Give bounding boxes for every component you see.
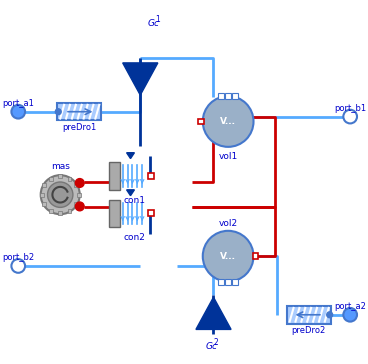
Polygon shape xyxy=(127,190,134,196)
Bar xyxy=(109,199,120,227)
Bar xyxy=(225,93,231,99)
Text: port_b2: port_b2 xyxy=(2,253,34,262)
Bar xyxy=(68,177,71,181)
Circle shape xyxy=(203,231,254,282)
Bar xyxy=(49,177,53,181)
Bar xyxy=(198,119,204,124)
Circle shape xyxy=(11,259,25,273)
Bar xyxy=(287,306,331,324)
Circle shape xyxy=(75,202,84,211)
Bar xyxy=(148,210,154,216)
Text: mas: mas xyxy=(51,162,70,171)
Circle shape xyxy=(343,308,357,322)
Text: port_a1: port_a1 xyxy=(2,99,34,108)
Bar xyxy=(49,209,53,213)
Bar xyxy=(42,202,46,206)
Text: port_a2: port_a2 xyxy=(334,302,366,311)
Text: 2: 2 xyxy=(213,338,218,347)
Bar xyxy=(58,174,62,178)
Text: vol1: vol1 xyxy=(219,152,238,161)
Polygon shape xyxy=(196,297,231,329)
Bar xyxy=(109,162,120,190)
Bar xyxy=(218,93,224,99)
Bar xyxy=(74,183,78,187)
Bar xyxy=(218,279,224,285)
Bar xyxy=(42,183,46,187)
Text: V...: V... xyxy=(220,252,236,261)
Text: port_b1: port_b1 xyxy=(334,104,366,113)
Bar xyxy=(40,193,44,197)
Bar xyxy=(232,93,238,99)
Bar xyxy=(57,103,101,120)
Bar xyxy=(68,209,71,213)
Circle shape xyxy=(327,312,333,318)
Text: preDro1: preDro1 xyxy=(62,123,96,132)
Text: Gc: Gc xyxy=(147,19,159,28)
Bar xyxy=(148,173,154,179)
Circle shape xyxy=(41,175,80,214)
Polygon shape xyxy=(127,153,134,159)
Polygon shape xyxy=(123,63,158,95)
Text: V...: V... xyxy=(220,117,236,126)
Bar xyxy=(252,253,258,259)
Bar xyxy=(77,193,81,197)
Bar xyxy=(58,211,62,215)
Text: 1: 1 xyxy=(155,15,160,24)
Text: con2: con2 xyxy=(124,233,145,242)
Circle shape xyxy=(47,182,73,207)
Text: Gc: Gc xyxy=(206,341,218,351)
Circle shape xyxy=(75,179,84,187)
Text: preDro2: preDro2 xyxy=(291,327,326,336)
Text: con1: con1 xyxy=(123,196,145,205)
Circle shape xyxy=(203,96,254,147)
Bar xyxy=(232,279,238,285)
Circle shape xyxy=(343,110,357,123)
Bar xyxy=(225,279,231,285)
Bar xyxy=(74,202,78,206)
Text: vol2: vol2 xyxy=(219,219,238,228)
Circle shape xyxy=(11,105,25,119)
Circle shape xyxy=(55,109,61,115)
